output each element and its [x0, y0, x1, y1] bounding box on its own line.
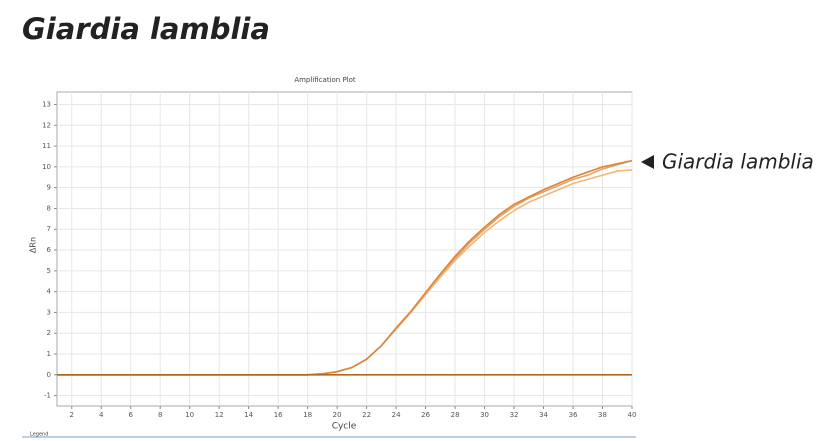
y-tick-label: 6	[47, 246, 52, 254]
x-tick-label: 20	[333, 411, 342, 419]
x-tick-label: 26	[421, 411, 430, 419]
x-tick-label: 2	[70, 411, 74, 419]
x-tick-label: 10	[185, 411, 194, 419]
x-tick-label: 18	[303, 411, 312, 419]
x-tick-label: 12	[215, 411, 224, 419]
y-tick-label: 0	[47, 371, 51, 379]
x-tick-label: 6	[128, 411, 133, 419]
y-tick-label: 8	[47, 204, 51, 212]
x-tick-label: 32	[510, 411, 519, 419]
x-tick-label: 38	[598, 411, 607, 419]
y-tick-label: 3	[47, 308, 51, 316]
y-tick-label: -1	[44, 392, 51, 400]
y-tick-label: 13	[42, 100, 51, 108]
x-tick-label: 14	[244, 411, 253, 419]
y-tick-label: 4	[47, 288, 52, 296]
annotation: Giardia lamblia	[662, 150, 814, 174]
chart-title: Amplification Plot	[294, 76, 356, 84]
y-tick-label: 1	[47, 350, 51, 358]
y-tick-label: 5	[47, 267, 51, 275]
y-tick-label: 2	[47, 329, 51, 337]
x-tick-label: 22	[362, 411, 371, 419]
page-heading: Giardia lamblia	[22, 12, 270, 46]
x-axis-label: Cycle	[332, 422, 357, 432]
y-tick-label: 10	[42, 163, 51, 171]
x-tick-label: 4	[99, 411, 104, 419]
x-tick-label: 40	[628, 411, 637, 419]
legend-label: Legend	[30, 432, 48, 438]
x-tick-label: 36	[569, 411, 578, 419]
annotation-arrow	[641, 155, 654, 169]
x-tick-label: 34	[539, 411, 548, 419]
plot-frame	[56, 91, 633, 407]
x-tick-label: 8	[158, 411, 162, 419]
x-tick-label: 30	[480, 411, 489, 419]
y-axis-label: ΔRn	[29, 237, 38, 253]
x-tick-label: 28	[451, 411, 460, 419]
y-tick-label: 7	[47, 225, 51, 233]
y-tick-label: 9	[47, 184, 51, 192]
x-tick-label: 16	[274, 411, 283, 419]
x-tick-label: 24	[392, 411, 401, 419]
y-tick-label: 11	[42, 142, 51, 150]
y-tick-label: 12	[42, 121, 51, 129]
